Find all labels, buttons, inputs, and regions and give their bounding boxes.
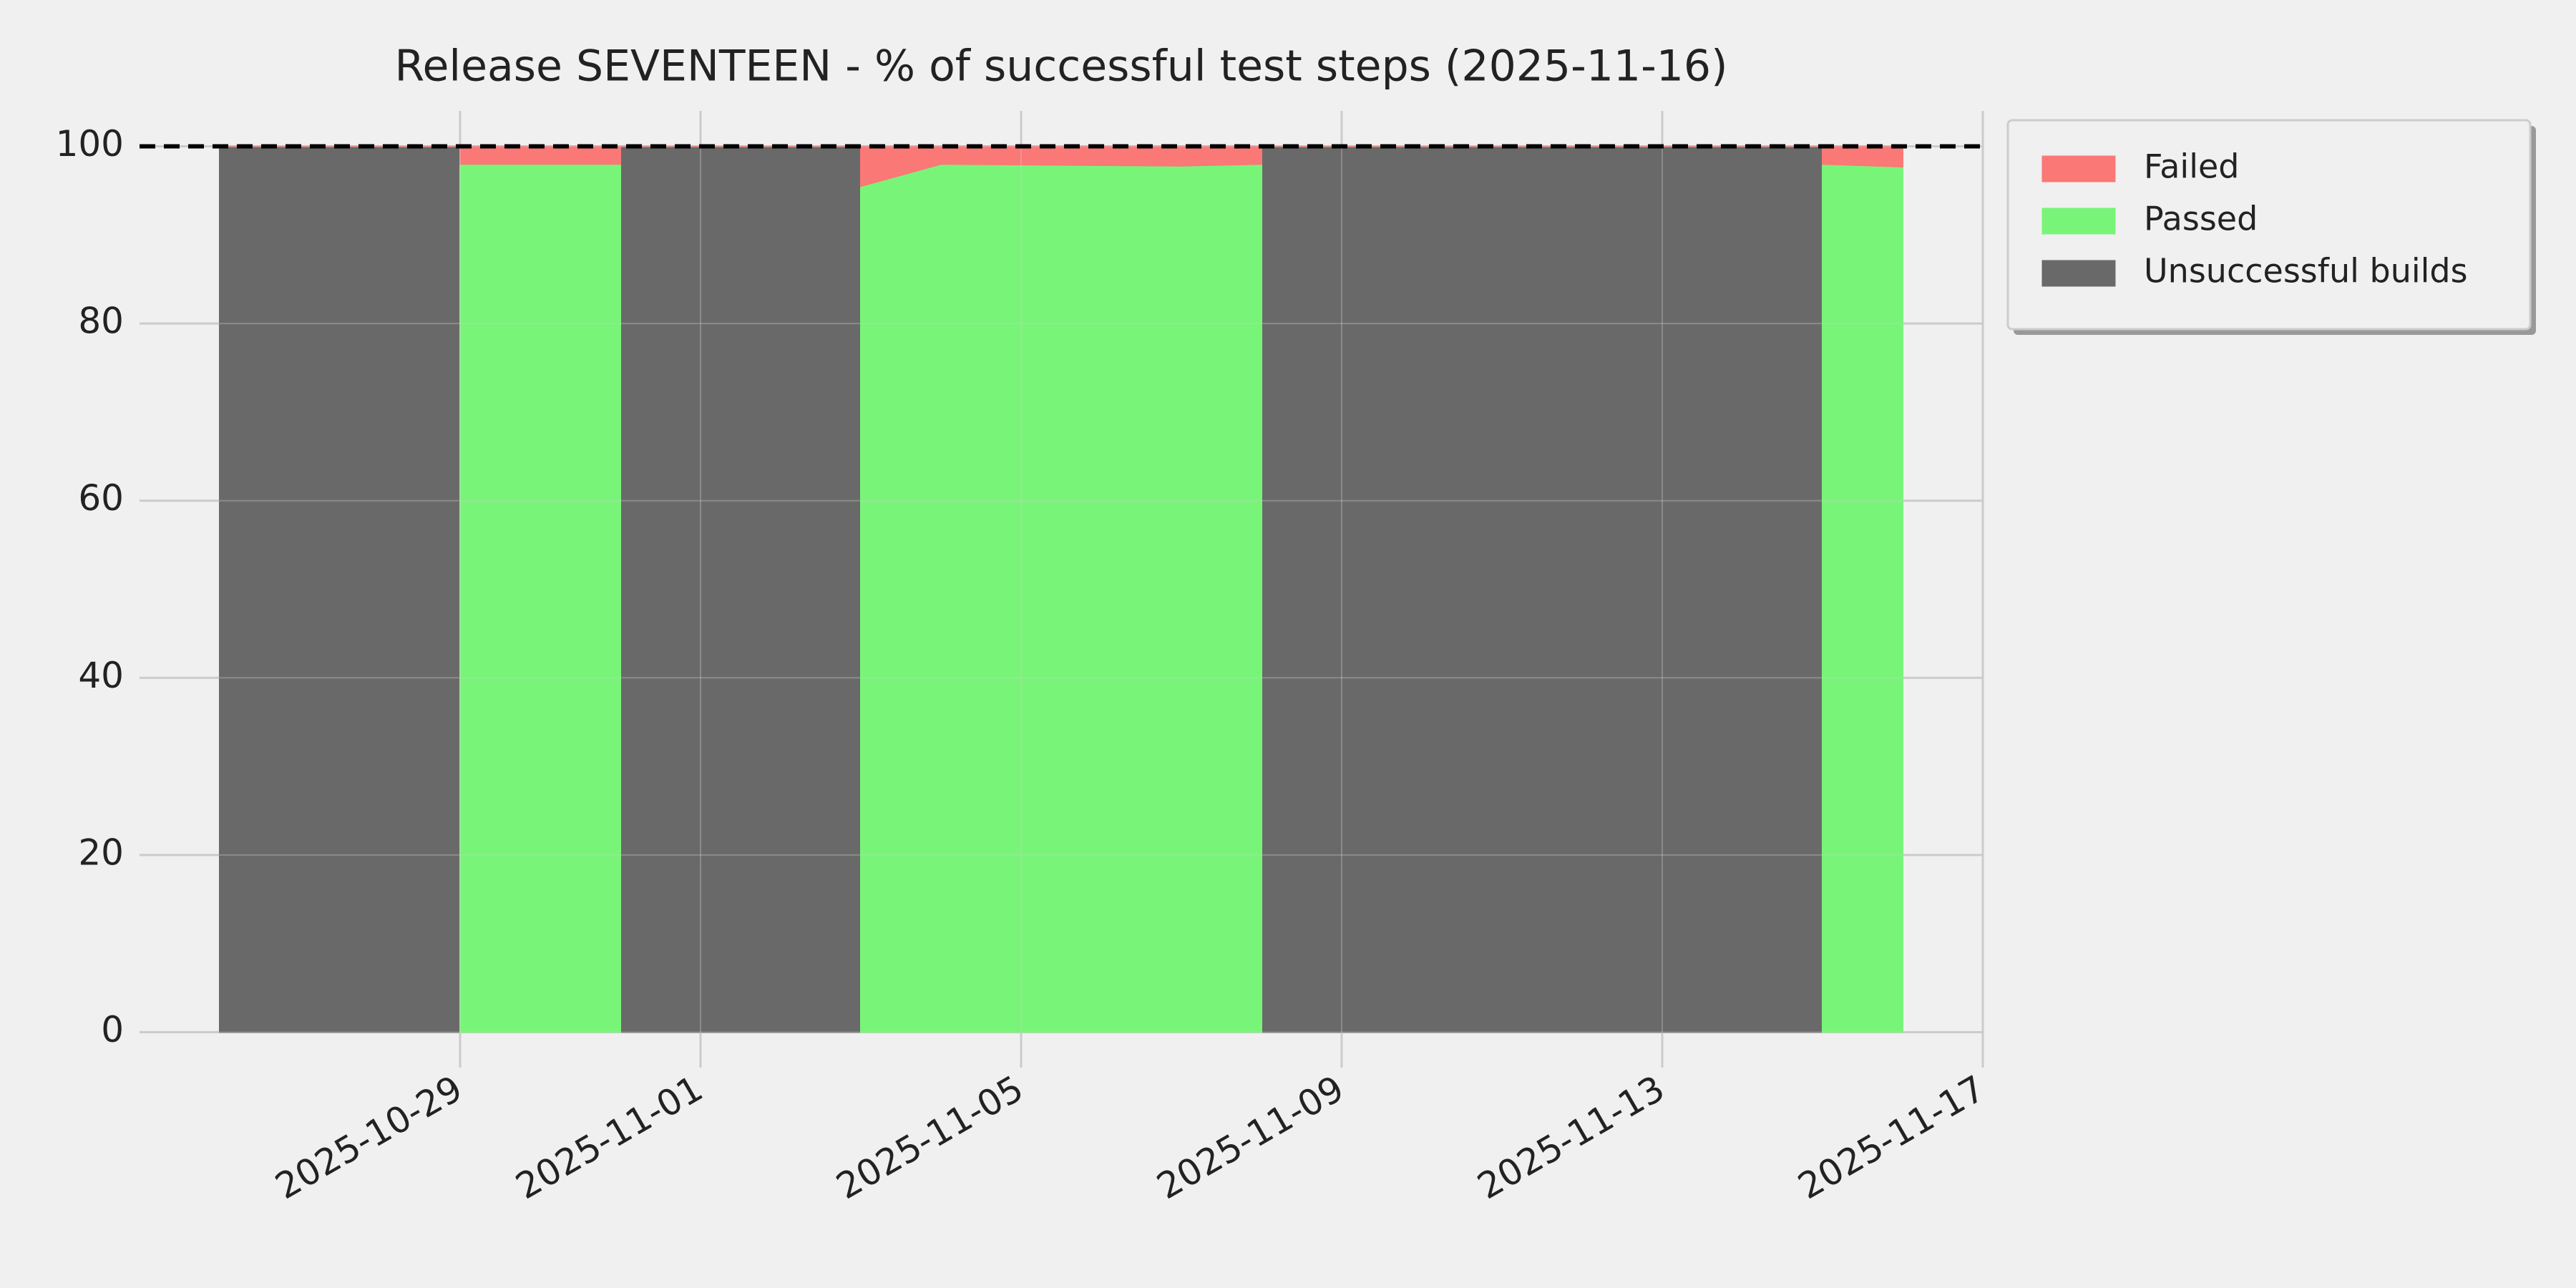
y-tick-label: 80 bbox=[78, 301, 124, 342]
y-tick-label: 0 bbox=[101, 1009, 124, 1050]
legend-box bbox=[2006, 119, 2532, 331]
y-tick-label: 40 bbox=[78, 655, 124, 696]
legend-label: Passed bbox=[2144, 200, 2258, 238]
legend-swatch bbox=[2041, 260, 2116, 287]
y-tick-label: 100 bbox=[56, 123, 124, 165]
legend-swatch bbox=[2041, 208, 2116, 235]
y-tick-label: 20 bbox=[78, 831, 124, 873]
y-tick-label: 60 bbox=[78, 477, 124, 519]
legend-label: Failed bbox=[2144, 147, 2240, 186]
chart-title: Release SEVENTEEN - % of successful test… bbox=[395, 42, 1728, 92]
legend-swatch bbox=[2041, 155, 2116, 182]
legend-label: Unsuccessful builds bbox=[2144, 252, 2468, 291]
